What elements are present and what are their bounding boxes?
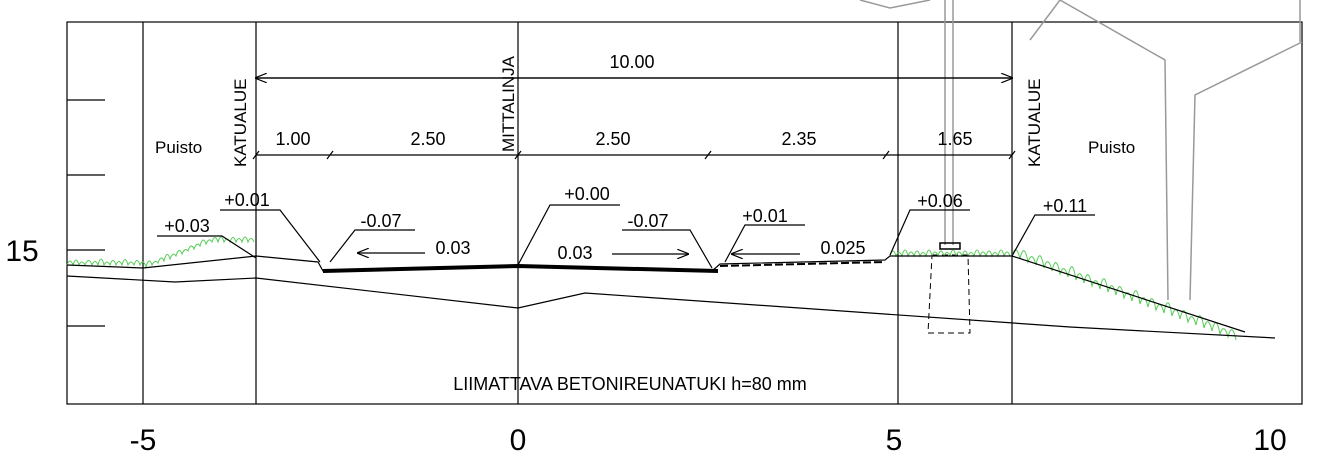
line-work bbox=[1011, 214, 1095, 257]
tree bbox=[859, 0, 1303, 301]
line-work bbox=[517, 204, 620, 266]
centerline-label: MITTALINJA bbox=[499, 55, 518, 152]
x-label: 5 bbox=[886, 424, 903, 457]
zone-label: KATUALUE bbox=[231, 79, 250, 168]
line-work bbox=[329, 229, 415, 263]
frame bbox=[66, 21, 1303, 405]
line-work bbox=[322, 263, 719, 273]
slope: 0.025 bbox=[820, 238, 865, 258]
area-label: Puisto bbox=[155, 138, 202, 157]
line-work bbox=[719, 261, 886, 267]
line-work bbox=[889, 209, 970, 256]
elevation: -0.07 bbox=[360, 211, 401, 231]
elevation: +0.03 bbox=[164, 216, 210, 236]
line-work bbox=[939, 242, 961, 250]
line-work bbox=[220, 209, 321, 263]
x-label: 0 bbox=[510, 424, 527, 457]
x-label: -5 bbox=[130, 424, 157, 457]
line-work bbox=[889, 249, 1011, 258]
dimension: 2.50 bbox=[595, 129, 630, 149]
dimension: 2.50 bbox=[410, 129, 445, 149]
line-work bbox=[66, 255, 1246, 333]
line-work bbox=[66, 236, 255, 269]
dimension: 10.00 bbox=[609, 52, 654, 72]
profile bbox=[66, 255, 1276, 339]
elevation: +0.01 bbox=[224, 190, 270, 210]
dimension: 2.35 bbox=[781, 129, 816, 149]
line-work bbox=[66, 21, 1303, 405]
note: LIIMATTAVA BETONIREUNATUKI h=80 mm bbox=[453, 374, 807, 394]
x-label: 10 bbox=[1253, 424, 1286, 457]
line-work bbox=[1059, 0, 1303, 301]
line-work bbox=[622, 229, 713, 269]
elevation: +0.01 bbox=[742, 206, 788, 226]
line-work bbox=[859, 0, 1061, 41]
line-work bbox=[66, 275, 1276, 339]
line-work bbox=[252, 150, 1016, 160]
elevation: +0.06 bbox=[917, 191, 963, 211]
zone-label: KATUALUE bbox=[1025, 79, 1044, 168]
y-label: 15 bbox=[5, 235, 38, 268]
elevation: +0.00 bbox=[564, 184, 610, 204]
line-work bbox=[157, 235, 257, 259]
line-work bbox=[1011, 249, 1237, 341]
slope: 0.03 bbox=[557, 243, 592, 263]
leaders bbox=[157, 204, 1095, 269]
area-label: Puisto bbox=[1088, 138, 1135, 157]
line-work bbox=[724, 224, 805, 263]
elevation: -0.07 bbox=[627, 211, 668, 231]
grass bbox=[66, 236, 1237, 341]
dimension: 1.65 bbox=[937, 129, 972, 149]
dimension: 1.00 bbox=[275, 129, 310, 149]
elevation: +0.11 bbox=[1043, 196, 1087, 216]
labels: -5 0 5 10 15 KATUALUE MITTALINJA KATUALU… bbox=[5, 52, 1286, 457]
slope: 0.03 bbox=[435, 238, 470, 258]
dimension-lines bbox=[252, 78, 1016, 160]
foundation bbox=[927, 254, 971, 334]
